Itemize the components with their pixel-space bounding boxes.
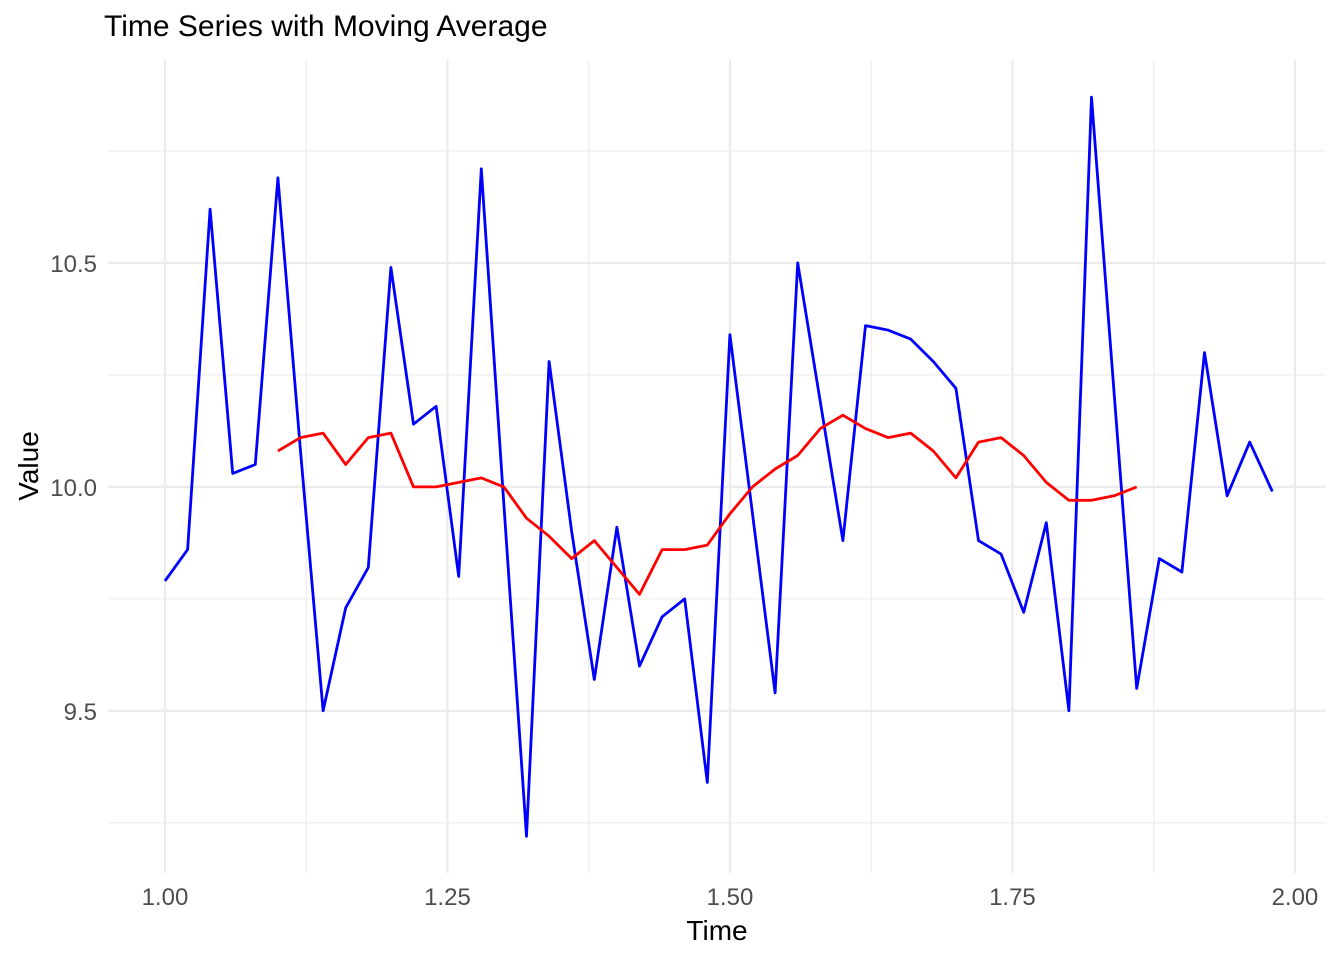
y-tick-label: 9.5 — [64, 699, 97, 726]
y-tick-label: 10.0 — [50, 475, 97, 502]
y-axis-title: Value — [13, 431, 44, 501]
y-axis-tick-labels: 9.5 10.0 10.5 — [50, 251, 97, 726]
x-axis-tick-labels: 1.00 1.25 1.50 1.75 2.00 — [142, 884, 1319, 911]
raw-series-line — [163, 95, 1274, 838]
gridlines-major — [108, 60, 1326, 873]
x-tick-label: 2.00 — [1272, 884, 1319, 911]
moving-average-line — [277, 413, 1138, 596]
x-axis-title: Time — [686, 915, 747, 946]
gridlines-minor — [108, 60, 1326, 873]
x-tick-label: 1.25 — [424, 884, 471, 911]
y-tick-label: 10.5 — [50, 251, 97, 278]
x-tick-label: 1.75 — [989, 884, 1036, 911]
chart-title: Time Series with Moving Average — [104, 10, 548, 43]
x-tick-label: 1.00 — [142, 884, 189, 911]
series-lines — [163, 95, 1274, 838]
x-tick-label: 1.50 — [707, 884, 754, 911]
